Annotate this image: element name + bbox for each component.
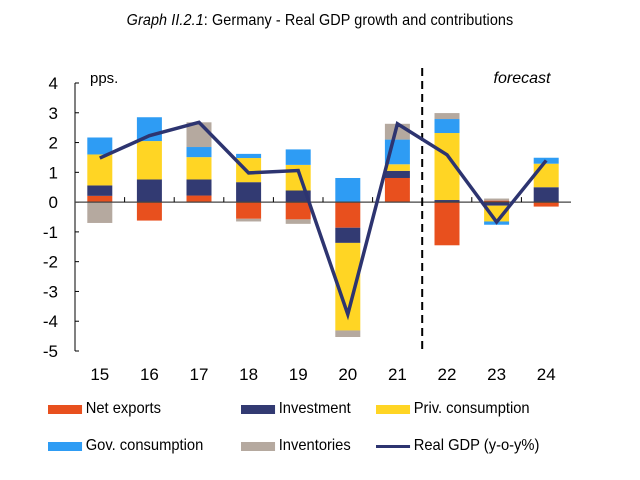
x-tick-label-19: 19	[289, 365, 308, 384]
bar-net-exports-17	[186, 195, 212, 203]
x-tick-label-21: 21	[388, 365, 407, 384]
bar-net-exports-19	[285, 202, 311, 220]
bar-investment-17	[186, 179, 212, 196]
gdp-line-group	[99, 120, 548, 321]
forecast-annotation: forecast	[494, 70, 551, 87]
y-axis-label: pps.	[90, 70, 118, 87]
y-tick-label: 4	[49, 74, 58, 93]
y-tick-label: -5	[43, 342, 58, 361]
bar-inventories-17	[186, 122, 212, 148]
bar-net-exports-23	[484, 200, 510, 203]
bar-investment-24	[533, 187, 559, 203]
x-tick-label-24: 24	[537, 365, 556, 384]
y-tick-label: 1	[49, 163, 58, 182]
bar-gov-consumption-19	[285, 149, 311, 165]
bar-priv-consumption-24	[533, 163, 559, 188]
x-tick-label-17: 17	[190, 365, 209, 384]
bar-priv-consumption-21	[384, 164, 410, 171]
bar-gov-consumption-22	[434, 119, 460, 134]
bar-inventories-19	[285, 219, 311, 224]
bar-priv-consumption-19	[285, 164, 311, 191]
x-tick-label-20: 20	[338, 365, 357, 384]
y-tick-label: 3	[49, 104, 58, 123]
x-tick-label-22: 22	[438, 365, 457, 384]
bar-inventories-23	[484, 198, 510, 201]
bar-gov-consumption-17	[186, 147, 212, 158]
bar-net-exports-15	[87, 195, 113, 203]
gdp-line	[99, 120, 548, 321]
bars-group	[87, 113, 559, 338]
bar-net-exports-18	[236, 202, 262, 219]
y-tick-label: 0	[49, 193, 58, 212]
bar-inventories-18	[236, 218, 262, 222]
bar-priv-consumption-17	[186, 157, 212, 180]
bar-priv-consumption-16	[136, 141, 162, 180]
bar-investment-15	[87, 185, 113, 196]
x-tick-label-18: 18	[239, 365, 258, 384]
bar-investment-22	[434, 200, 460, 203]
bar-gov-consumption-15	[87, 137, 113, 155]
bar-priv-consumption-23	[484, 205, 510, 222]
bar-investment-21	[384, 170, 410, 178]
bar-net-exports-20	[335, 202, 361, 228]
y-tick-label: -2	[43, 253, 58, 272]
bar-priv-consumption-15	[87, 154, 113, 186]
y-tick-label: -4	[43, 312, 58, 331]
bar-inventories-20	[335, 330, 361, 338]
bar-investment-20	[335, 227, 361, 243]
bar-investment-16	[136, 179, 162, 203]
bar-gov-consumption-20	[335, 177, 361, 203]
bar-net-exports-16	[136, 202, 162, 221]
y-tick-label: -1	[43, 223, 58, 242]
y-tick-label: -3	[43, 282, 58, 301]
bar-net-exports-24	[533, 202, 559, 207]
bar-net-exports-22	[434, 202, 460, 246]
chart-title-text: : Germany - Real GDP growth and contribu…	[203, 12, 514, 29]
y-tick-label: 2	[49, 134, 58, 153]
bar-net-exports-21	[384, 177, 410, 203]
chart-title-prefix: Graph II.2.1	[126, 12, 204, 29]
x-tick-label-15: 15	[90, 365, 109, 384]
bar-gov-consumption-18	[236, 153, 262, 159]
bar-investment-18	[236, 182, 262, 203]
x-tick-label-16: 16	[140, 365, 159, 384]
chart-title: Graph II.2.1: Germany - Real GDP growth …	[32, 10, 608, 31]
bar-inventories-22	[434, 113, 460, 120]
bar-investment-23	[484, 202, 510, 206]
bar-investment-19	[285, 190, 311, 203]
x-tick-label-23: 23	[487, 365, 506, 384]
bar-inventories-15	[87, 202, 113, 223]
